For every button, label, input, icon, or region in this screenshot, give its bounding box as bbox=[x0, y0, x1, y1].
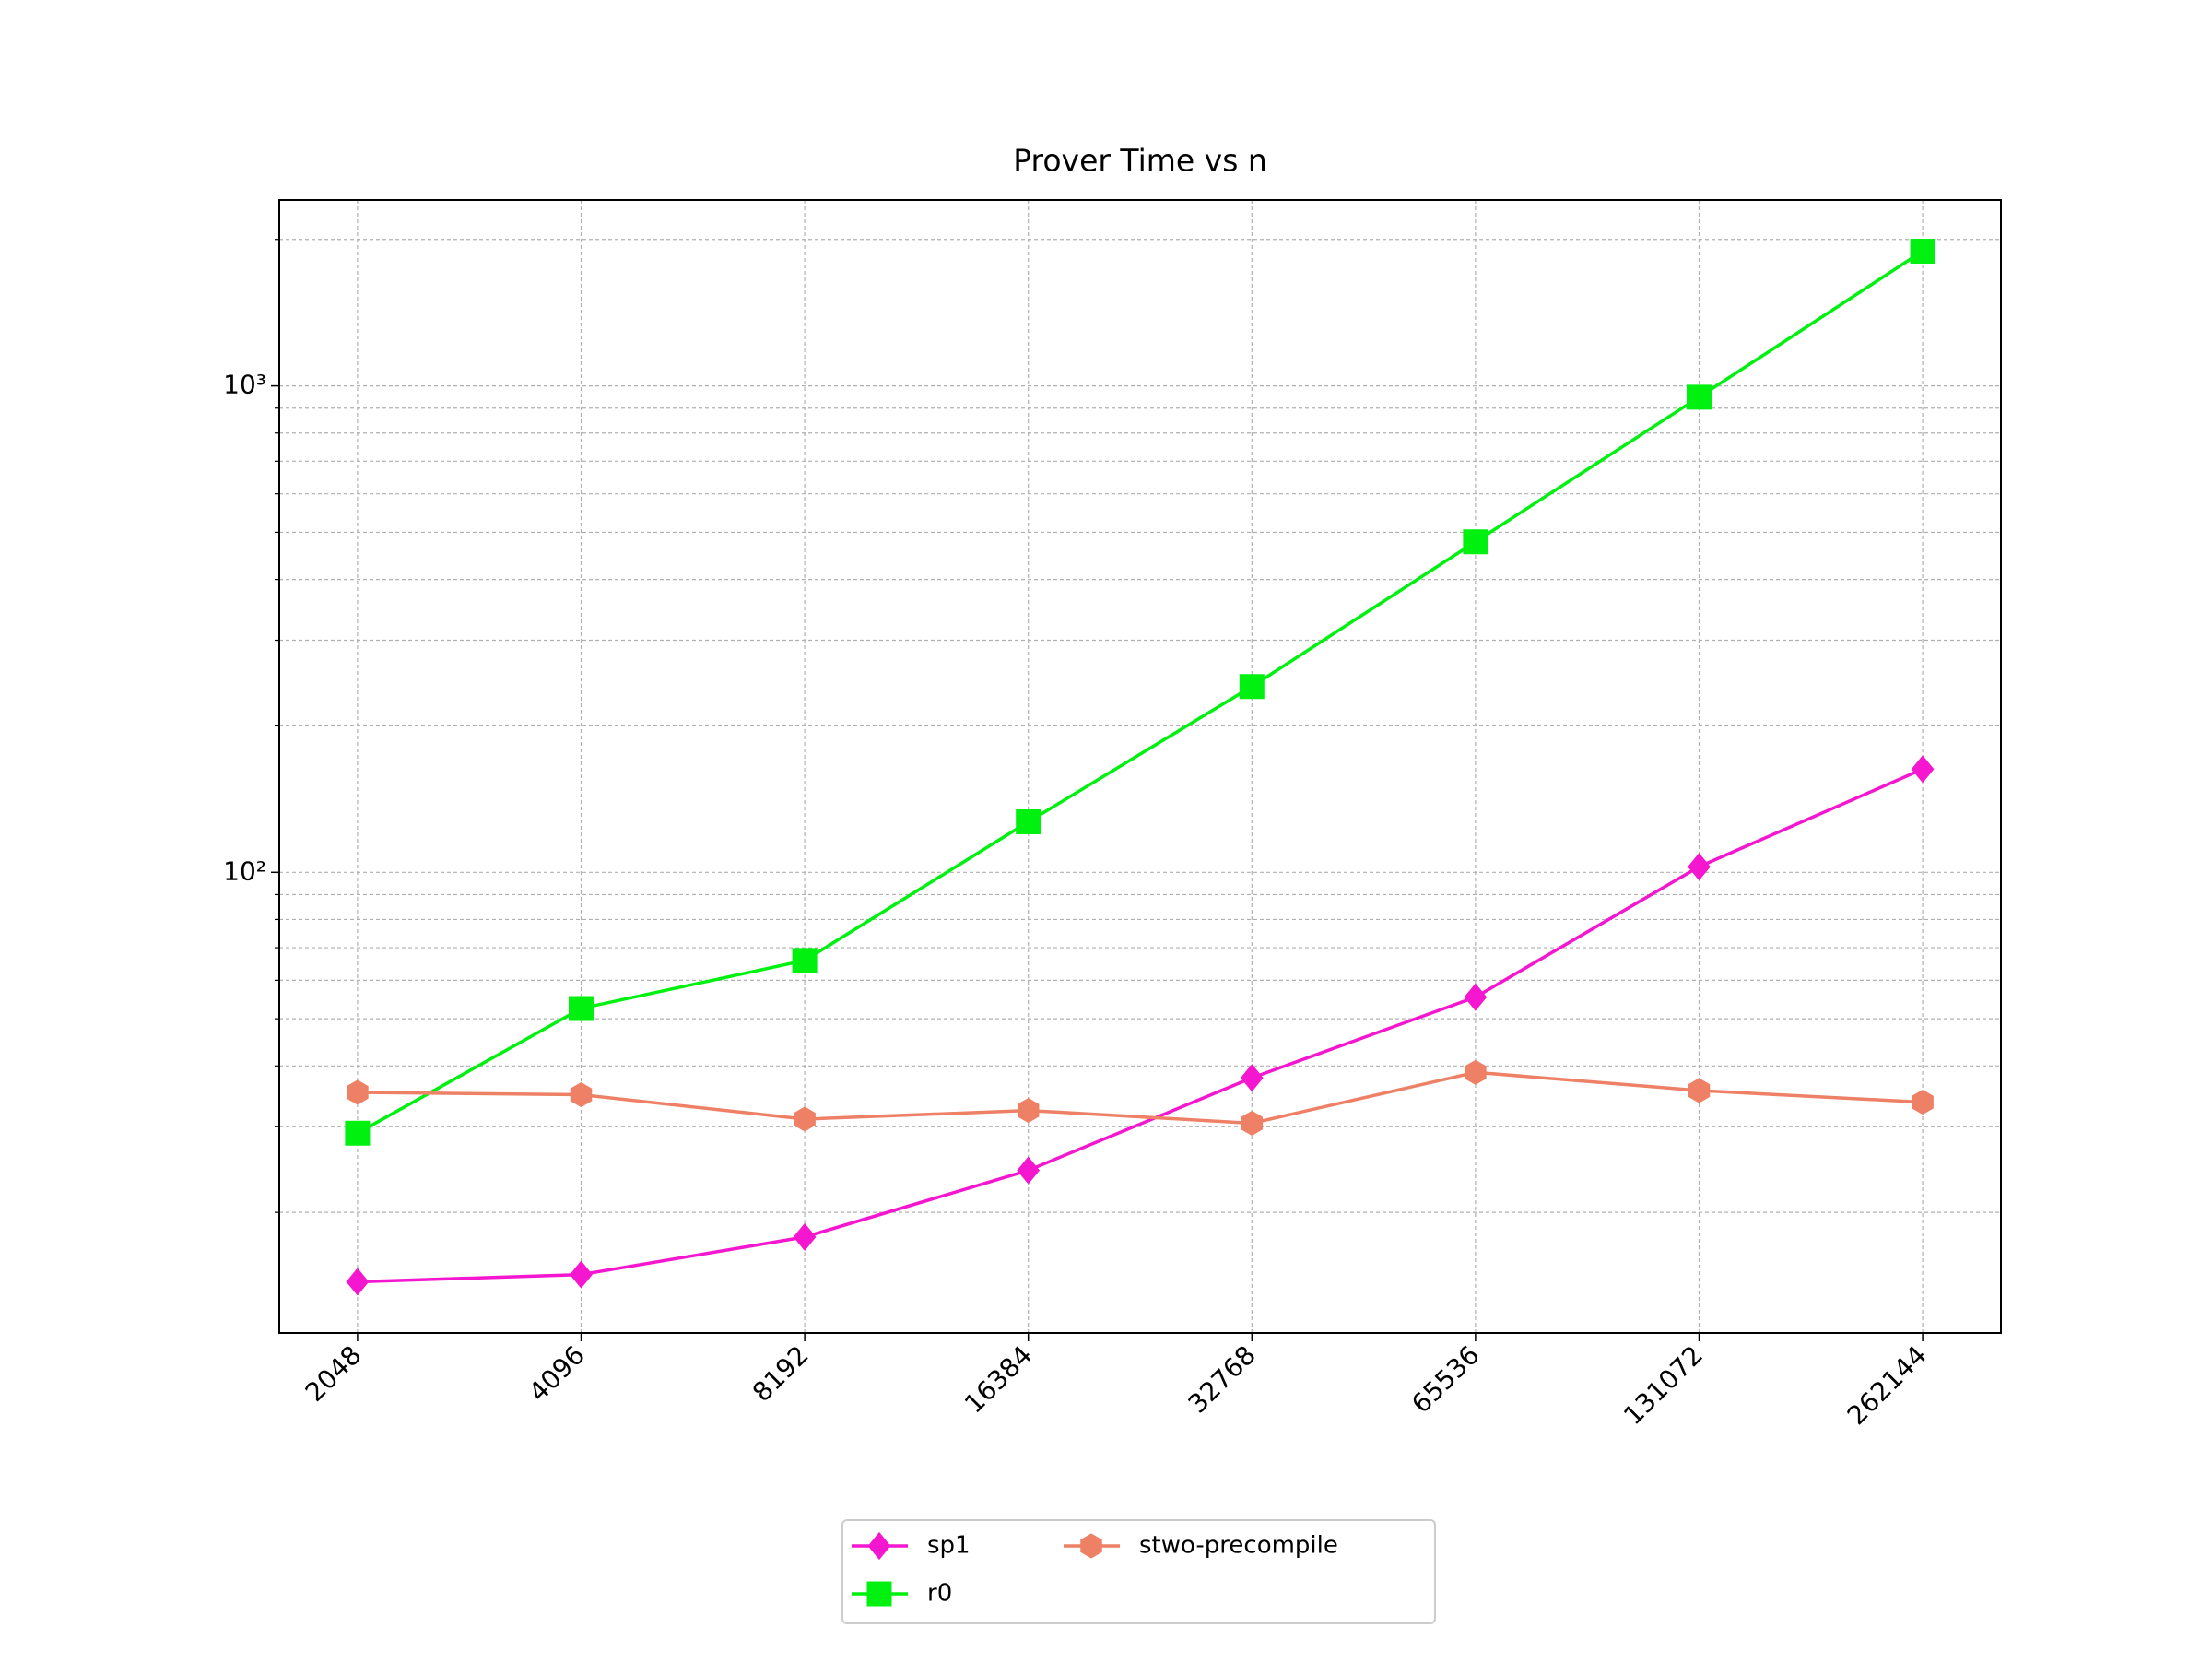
marker bbox=[570, 1081, 593, 1108]
marker bbox=[1465, 1059, 1487, 1085]
marker bbox=[867, 1531, 891, 1561]
marker bbox=[1241, 1110, 1264, 1137]
legend-label: sp1 bbox=[927, 1532, 971, 1560]
marker bbox=[1688, 853, 1711, 881]
marker bbox=[1686, 384, 1712, 410]
marker bbox=[1239, 674, 1265, 700]
marker bbox=[347, 1079, 369, 1105]
x-tick-label: 32768 bbox=[1182, 1339, 1262, 1419]
y-tick-label: 10² bbox=[223, 855, 266, 886]
x-tick-label: 65536 bbox=[1406, 1339, 1485, 1419]
marker bbox=[1912, 1089, 1934, 1115]
series-line bbox=[357, 249, 1924, 1135]
marker bbox=[1080, 1533, 1102, 1559]
marker bbox=[1016, 809, 1041, 835]
marker bbox=[1463, 529, 1488, 555]
x-tick-label: 2048 bbox=[300, 1339, 368, 1408]
marker bbox=[794, 1106, 816, 1132]
series-line bbox=[357, 1070, 1924, 1126]
x-tick-label: 131072 bbox=[1618, 1339, 1709, 1431]
chart-title: Prover Time vs n bbox=[1013, 143, 1267, 179]
legend-box bbox=[841, 1519, 1436, 1624]
x-tick-label: 262144 bbox=[1841, 1339, 1933, 1431]
marker bbox=[570, 1260, 593, 1289]
legend-label: r0 bbox=[927, 1580, 952, 1608]
series-line bbox=[357, 767, 1924, 1284]
marker bbox=[346, 1268, 370, 1296]
x-tick-label: 16384 bbox=[959, 1339, 1038, 1419]
marker bbox=[345, 1120, 371, 1146]
marker bbox=[1464, 983, 1488, 1011]
marker bbox=[1688, 1078, 1711, 1103]
marker bbox=[793, 1222, 817, 1251]
marker bbox=[1240, 1064, 1264, 1092]
marker bbox=[569, 996, 594, 1021]
y-tick-label: 10³ bbox=[223, 370, 266, 400]
marker bbox=[1017, 1098, 1040, 1124]
marker bbox=[1911, 755, 1935, 784]
legend-label: stwo-precompile bbox=[1139, 1532, 1338, 1560]
x-tick-label: 8192 bbox=[747, 1339, 815, 1408]
plot-frame bbox=[278, 199, 2002, 1334]
marker bbox=[1017, 1156, 1041, 1185]
marker bbox=[866, 1581, 892, 1607]
marker bbox=[1910, 238, 1936, 264]
marker bbox=[792, 948, 818, 973]
x-tick-label: 4096 bbox=[523, 1339, 591, 1408]
